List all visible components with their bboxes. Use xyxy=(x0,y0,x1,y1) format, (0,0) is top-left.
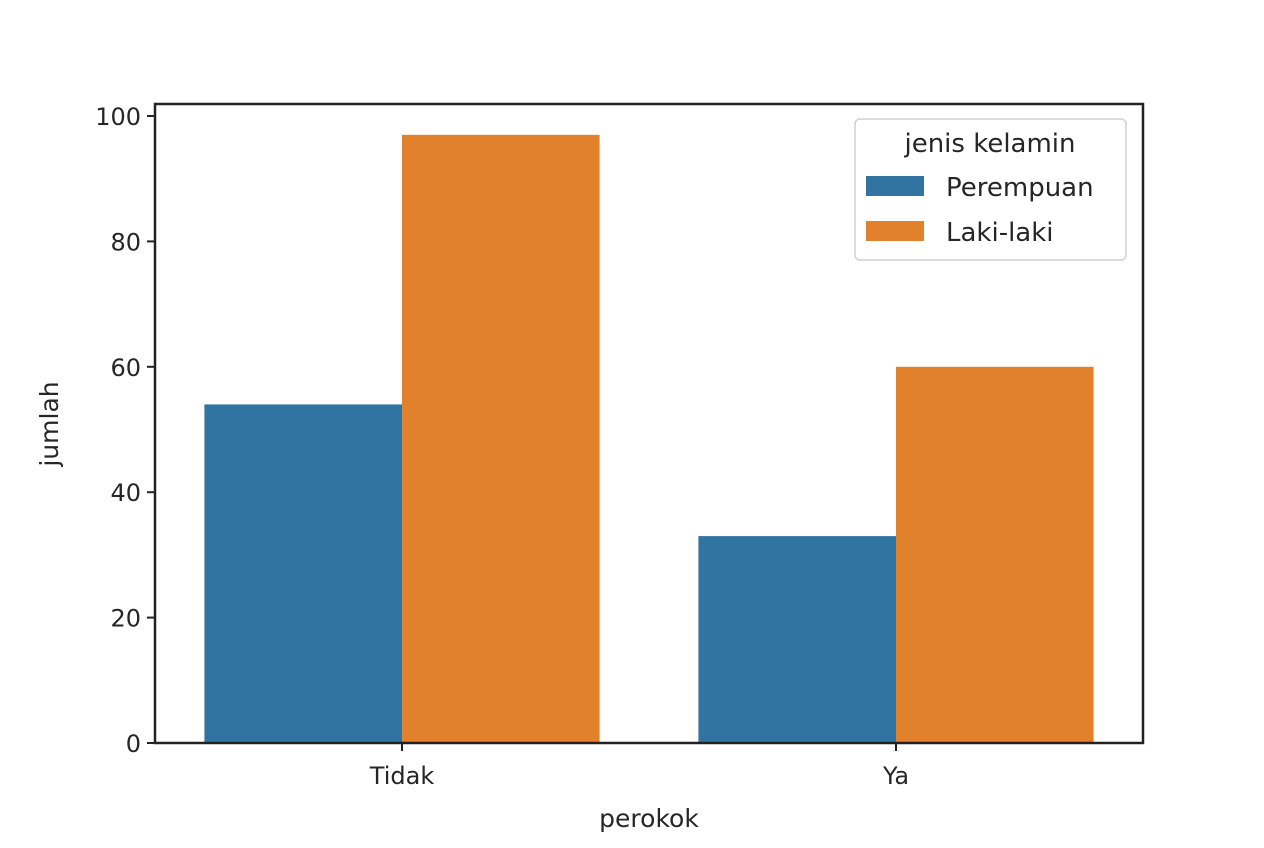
legend-swatch-laki-laki xyxy=(866,221,924,241)
bar-ya-perempuan xyxy=(698,536,896,743)
bar-ya-laki-laki xyxy=(896,366,1094,743)
legend-title: jenis kelamin xyxy=(903,129,1075,159)
legend-swatch-perempuan xyxy=(866,176,924,196)
y-tick-label: 100 xyxy=(95,103,141,131)
y-tick-label: 60 xyxy=(110,354,141,382)
bar-tidak-laki-laki xyxy=(402,134,600,743)
legend-label-laki-laki: Laki-laki xyxy=(946,218,1054,248)
plot-frame xyxy=(153,102,1145,745)
x-tick-label: Ya xyxy=(882,762,909,790)
y-tick-label: 20 xyxy=(110,605,141,633)
y-axis-ticks: 0 20 40 60 80 100 xyxy=(95,103,155,758)
y-axis-label: jumlah xyxy=(35,381,64,467)
bars-group xyxy=(204,134,1094,743)
legend: jenis kelamin Perempuan Laki-laki xyxy=(854,118,1127,261)
x-tick-label: Tidak xyxy=(369,762,435,790)
legend-label-perempuan: Perempuan xyxy=(946,173,1094,203)
y-tick-label: 40 xyxy=(110,479,141,507)
y-tick-label: 80 xyxy=(110,228,141,256)
bar-tidak-perempuan xyxy=(204,404,402,743)
y-tick-label: 0 xyxy=(126,730,141,758)
x-axis-ticks: Tidak Ya xyxy=(369,743,909,790)
x-axis-label: perokok xyxy=(599,804,699,833)
